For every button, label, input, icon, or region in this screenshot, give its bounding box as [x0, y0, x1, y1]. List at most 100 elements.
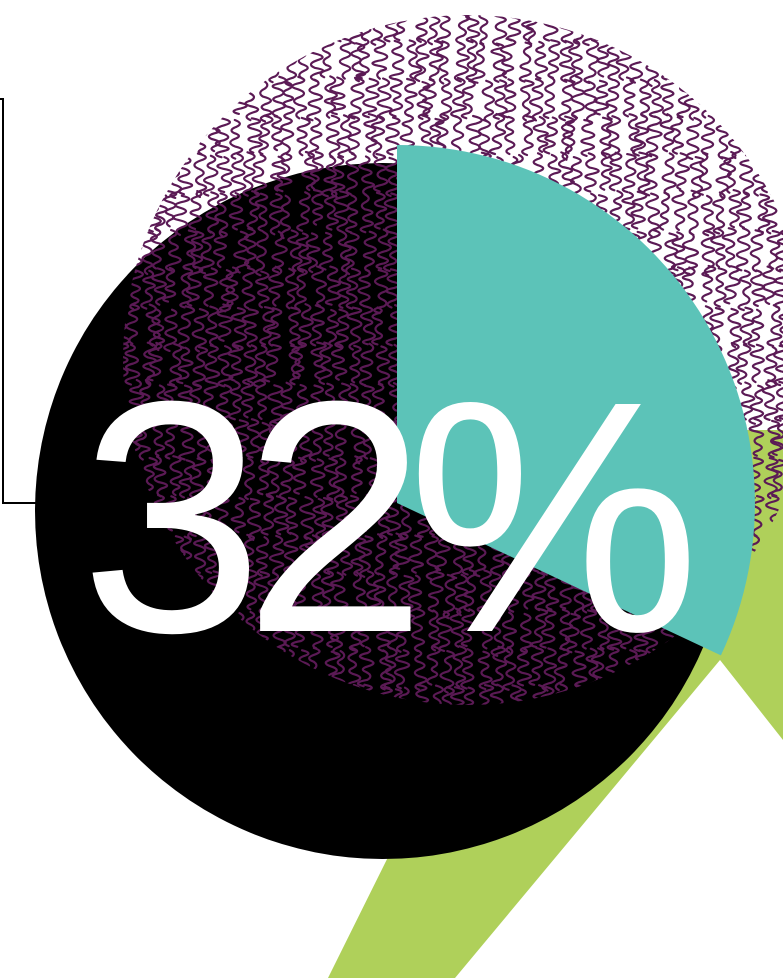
scribble-stroke	[521, 114, 536, 157]
scribble-stroke	[421, 78, 437, 117]
scribble-stroke	[728, 189, 743, 229]
scribble-stroke	[365, 570, 382, 613]
scribble-stroke	[385, 494, 402, 536]
scribble-stroke	[203, 535, 219, 574]
scribble-stroke	[583, 39, 600, 84]
scribble-stroke	[243, 227, 257, 268]
scribble-stroke	[177, 156, 194, 196]
scribble-stroke	[344, 15, 363, 45]
scribble-stroke	[428, 609, 441, 652]
scribble-stroke	[324, 189, 339, 231]
scribble-stroke	[427, 15, 442, 46]
scribble-stroke	[218, 534, 233, 574]
scribble-stroke	[439, 77, 453, 120]
scribble-stroke	[606, 38, 621, 81]
scribble-stroke	[771, 416, 783, 457]
scribble-stroke	[321, 531, 339, 575]
scribble-stroke	[355, 37, 370, 80]
scribble-stroke	[501, 611, 517, 654]
scribble-stroke	[490, 42, 507, 83]
scribble-stroke	[415, 15, 431, 43]
scribble-stroke	[291, 341, 307, 380]
scribble-stroke	[233, 419, 250, 459]
scribble-stroke	[307, 117, 323, 159]
scribble-stroke	[182, 229, 198, 271]
scribble-stroke	[310, 341, 327, 380]
scribble-stroke	[336, 382, 352, 426]
scribble-stroke	[309, 458, 326, 498]
scribble-stroke	[271, 230, 288, 274]
scribble-stroke	[627, 113, 643, 153]
scribble-stroke	[597, 609, 612, 650]
scribble-stroke	[254, 192, 269, 233]
scribble-stroke	[372, 152, 389, 193]
scribble-stroke	[542, 75, 556, 119]
scribble-stroke	[558, 39, 576, 83]
scribble-stroke	[358, 535, 374, 578]
scribble-stroke	[499, 37, 517, 79]
scribble-stroke	[582, 15, 598, 47]
scribble-stroke	[424, 535, 440, 581]
scribble-stroke	[350, 455, 363, 494]
scribble-stroke	[297, 303, 314, 348]
scribble-stroke	[123, 15, 128, 41]
scribble-stroke	[727, 307, 743, 349]
scribble-stroke	[411, 607, 426, 652]
scribble-stroke	[634, 151, 651, 194]
scribble-stroke	[292, 456, 307, 495]
scribble-stroke	[338, 37, 353, 80]
scribble-stroke	[749, 229, 764, 273]
scribble-stroke	[465, 38, 478, 82]
scribble-stroke	[282, 80, 296, 120]
scribble-stroke	[140, 269, 156, 310]
scribble-stroke	[775, 15, 783, 41]
black-bracket-line	[0, 98, 40, 504]
scribble-stroke	[470, 42, 486, 84]
scribble-stroke	[310, 384, 324, 426]
scribble-stroke	[267, 571, 281, 613]
scribble-stroke	[542, 116, 559, 155]
scribble-stroke	[547, 39, 561, 79]
scribble-stroke	[501, 78, 517, 119]
scribble-stroke	[361, 420, 374, 460]
scribble-stroke	[450, 536, 469, 579]
scribble-stroke	[283, 609, 301, 648]
scribble-stroke	[413, 649, 428, 691]
scribble-stroke	[254, 230, 269, 277]
scribble-stroke	[489, 683, 508, 705]
scribble-stroke	[761, 78, 779, 116]
scribble-stroke	[279, 381, 296, 422]
scribble-stroke	[199, 381, 219, 424]
scribble-stroke	[701, 264, 717, 303]
scribble-stroke	[217, 345, 234, 388]
scribble-stroke	[750, 269, 766, 307]
scribble-stroke	[774, 232, 783, 273]
scribble-stroke	[151, 267, 167, 306]
scribble-stroke	[178, 117, 195, 158]
scribble-stroke	[217, 42, 233, 81]
scribble-stroke	[242, 344, 258, 386]
scribble-stroke	[460, 79, 476, 120]
scribble-stroke	[285, 418, 298, 461]
scribble-stroke	[287, 229, 303, 272]
scribble-stroke	[288, 306, 302, 347]
scribble-stroke	[128, 15, 144, 43]
scribble-stroke	[273, 495, 290, 536]
scribble-stroke	[123, 77, 125, 118]
scribble-stroke	[233, 230, 250, 274]
scribble-stroke	[356, 646, 375, 688]
scribble-stroke	[331, 342, 348, 381]
scribble-stroke	[154, 77, 168, 119]
scribble-stroke	[506, 15, 522, 42]
scribble-stroke	[139, 379, 152, 418]
scribble-stroke	[330, 421, 347, 463]
scribble-stroke	[177, 384, 196, 426]
scribble-stroke	[178, 420, 196, 461]
scribble-stroke	[163, 308, 178, 352]
scribble-stroke	[214, 192, 229, 238]
scribble-stroke	[324, 265, 342, 306]
scribble-stroke	[773, 268, 783, 309]
scribble-stroke	[736, 191, 752, 229]
scribble-stroke	[615, 15, 632, 42]
scribble-stroke	[271, 115, 283, 152]
